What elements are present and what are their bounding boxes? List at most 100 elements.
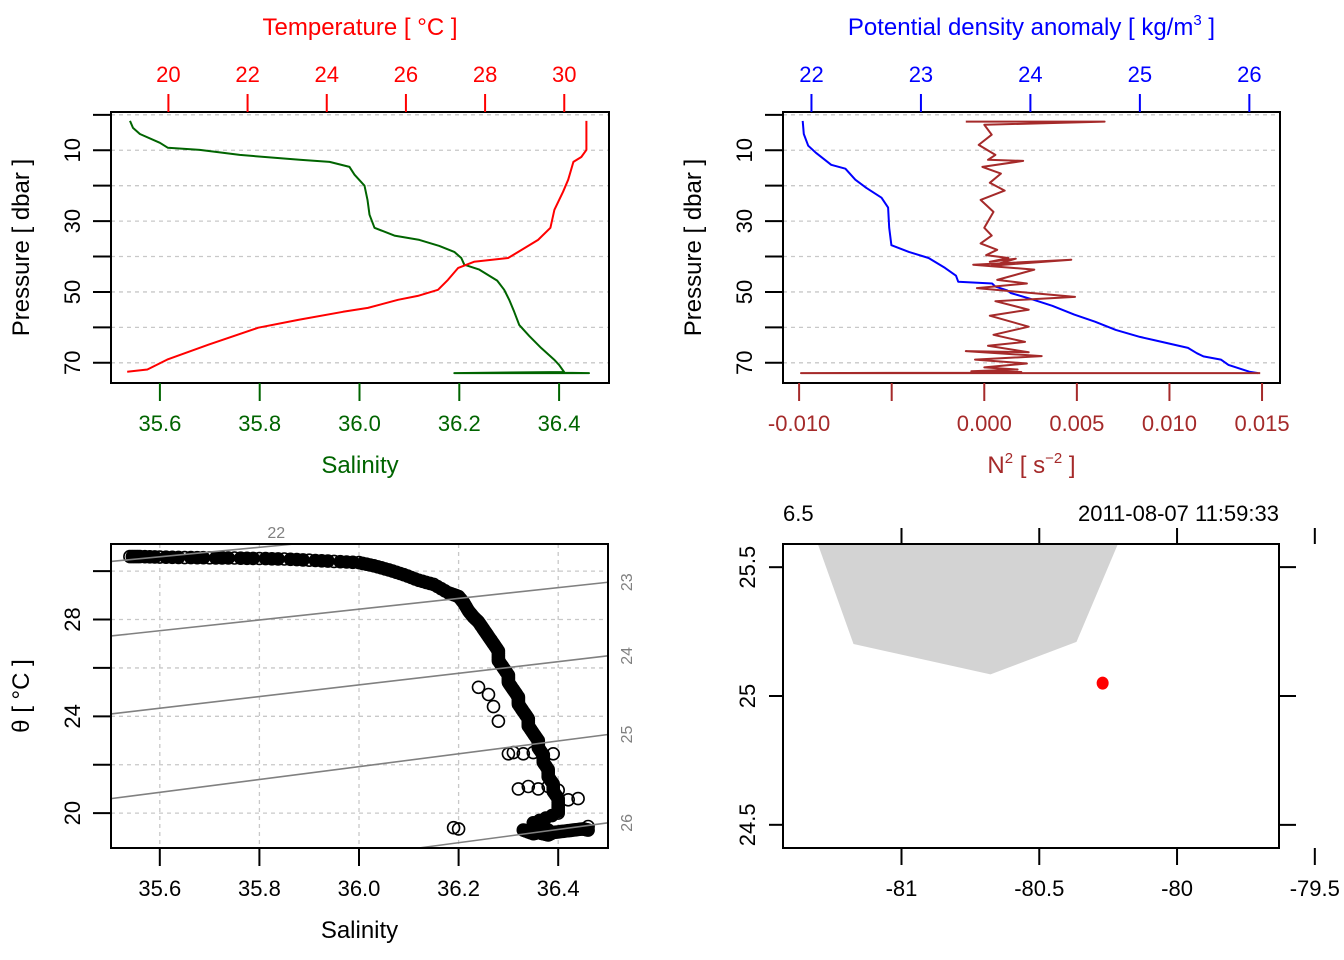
- p2-n2-title-end: ]: [1062, 452, 1075, 479]
- p2-grid: [783, 114, 1280, 364]
- isopycnal-22: [110, 543, 295, 563]
- p1-pressure-axis: 10 30 50 70: [60, 113, 111, 375]
- isopycnal-23: [110, 581, 609, 637]
- y-tick-label: 50: [60, 280, 85, 304]
- station-marker: [1096, 676, 1109, 690]
- ts-point: [571, 791, 585, 806]
- p4-latitude-axis-right: [1279, 566, 1296, 826]
- y-tick-label: 30: [732, 209, 757, 233]
- y-tick-label: 24: [60, 704, 85, 728]
- top-tick-label: 26: [394, 62, 418, 87]
- top-tick-label: 24: [1018, 62, 1042, 87]
- panel-ts-diagram: 22 23 24 25 26 20 24 28 35.6 35.8 36.0 36.2 36.4 S…: [8, 525, 636, 944]
- p1-temperature-axis: 20 22 24 26 28 30: [156, 62, 577, 112]
- series-temperature: [127, 120, 588, 373]
- ts-point: [546, 825, 561, 840]
- panel-station-map: 24.5 25 25.5 -81 -80.5 -80 -79.5 6.5 2011-08-…: [735, 501, 1340, 901]
- p2-n2-axis: -0.010 0.000 0.005 0.010 0.015: [768, 383, 1290, 436]
- p4-station-time-label: 2011-08-07 11:59:33: [1078, 501, 1279, 526]
- p3-points: [123, 549, 595, 842]
- p2-density-axis: 22 23 24 25 26: [799, 62, 1262, 112]
- ts-point: [471, 680, 486, 695]
- isopycnal-24: [110, 655, 609, 715]
- isopycnal-26: [418, 822, 609, 849]
- bottom-tick-label: 35.8: [238, 411, 281, 436]
- lon-tick-label: -79.5: [1290, 876, 1340, 901]
- p1-temperature-axis-title: Temperature [ °C ]: [263, 14, 458, 41]
- top-tick-label: 28: [473, 62, 497, 87]
- p2-n2-title-sup: 2: [1005, 450, 1013, 467]
- p1-salinity-axis-title: Salinity: [321, 452, 398, 479]
- p3-isopycnals: 22 23 24 25 26: [110, 525, 636, 849]
- top-tick-label: 26: [1237, 62, 1261, 87]
- p2-n2-title-mid: [ s: [1013, 452, 1045, 479]
- ts-point: [561, 792, 576, 807]
- ts-point: [511, 782, 526, 796]
- top-tick-label: 30: [552, 62, 576, 87]
- y-tick-label: 70: [60, 351, 85, 375]
- ts-point: [546, 746, 561, 761]
- p2-density-title-end: ]: [1202, 14, 1215, 41]
- lat-tick-label: 25.5: [735, 546, 760, 589]
- series-potential-density-anomaly: [801, 120, 1259, 375]
- x-tick-label: 36.2: [437, 876, 480, 901]
- p3-salinity-axis: 35.6 35.8 36.0 36.2 36.4: [138, 848, 580, 901]
- y-tick-label: 50: [732, 280, 757, 304]
- bottom-tick-label: 36.2: [438, 411, 481, 436]
- p3-salinity-axis-title: Salinity: [321, 917, 398, 944]
- y-tick-label: 30: [60, 209, 85, 233]
- y-tick-label: 10: [60, 138, 85, 162]
- land-polygon: [817, 544, 1118, 675]
- p1-salinity-axis: 35.6 35.8 36.0 36.2 36.4: [138, 383, 581, 436]
- bottom-tick-label: 0.010: [1142, 411, 1197, 436]
- p2-n2-title-sup2: −2: [1045, 450, 1062, 467]
- isopycnal-label: 22: [267, 525, 285, 542]
- bottom-tick-label: 36.4: [538, 411, 581, 436]
- p3-theta-axis: 20 24 28: [60, 570, 111, 825]
- top-tick-label: 22: [235, 62, 259, 87]
- top-tick-label: 25: [1128, 62, 1152, 87]
- p2-density-title-main: Potential density anomaly [ kg/m: [848, 14, 1194, 41]
- panel-temperature-salinity-profile: 10 30 50 70 20 22 24 26 28 30 35.6 35.8 36.0 36.2 36…: [8, 14, 610, 479]
- p2-frame: [782, 111, 1281, 384]
- top-tick-label: 22: [799, 62, 823, 87]
- lon-tick-label: -81: [886, 876, 918, 901]
- top-tick-label: 23: [909, 62, 933, 87]
- p2-pressure-axis: 10 30 50 70: [732, 113, 783, 375]
- ts-point: [531, 782, 546, 796]
- p1-series: [127, 120, 590, 375]
- x-tick-label: 36.0: [338, 876, 381, 901]
- ts-point: [581, 823, 595, 837]
- isopycnal-25: [110, 733, 609, 800]
- ts-point: [451, 822, 466, 836]
- isopycnal-label: 24: [619, 647, 636, 665]
- lon-tick-label: -80: [1161, 876, 1193, 901]
- ts-point: [491, 714, 506, 729]
- series-salinity: [129, 120, 590, 375]
- p2-n2-title-main: N: [987, 452, 1004, 479]
- bottom-tick-label: 36.0: [338, 411, 381, 436]
- ts-point: [536, 748, 551, 762]
- series-n2: [800, 120, 1261, 375]
- ts-point: [521, 779, 536, 794]
- p1-pressure-axis-title: Pressure [ dbar ]: [8, 159, 35, 336]
- p4-top-axis: [900, 528, 1316, 544]
- p4-station-layer: [1096, 676, 1109, 690]
- p3-theta-axis-title: θ [ °C ]: [8, 659, 35, 733]
- ts-point: [446, 820, 461, 835]
- x-tick-label: 36.4: [537, 876, 580, 901]
- bottom-tick-label: 0.005: [1049, 411, 1104, 436]
- top-tick-label: 24: [315, 62, 339, 87]
- lat-tick-label: 25: [735, 684, 760, 708]
- top-tick-label: 20: [156, 62, 180, 87]
- p2-n2-axis-title: N2 [ s−2 ]: [987, 450, 1075, 479]
- isopycnal-label: 26: [619, 814, 636, 832]
- bottom-tick-label: 0.000: [957, 411, 1012, 436]
- p2-density-title-sup: 3: [1193, 12, 1201, 29]
- p2-pressure-axis-title: Pressure [ dbar ]: [680, 159, 707, 336]
- ts-point: [551, 783, 566, 798]
- p4-longitude-axis: -81 -80.5 -80 -79.5: [886, 848, 1340, 901]
- lat-tick-label: 24.5: [735, 803, 760, 846]
- p2-series: [800, 120, 1261, 375]
